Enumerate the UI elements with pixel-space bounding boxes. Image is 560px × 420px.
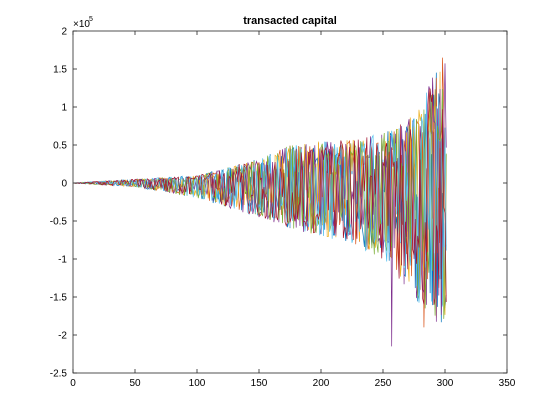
y-tick-label: 0.5 [53,141,67,152]
series-layer [74,57,447,347]
y-tick-label: -2.5 [50,369,68,380]
y-tick-label: -1 [58,255,67,266]
y-tick-label: 0 [61,179,67,190]
x-axis-ticks: 0 50 100 150 200 250 300 350 [70,31,516,389]
y-tick-label: -1.5 [50,293,68,304]
x-tick-label: 100 [189,378,206,389]
series-line-7 [74,88,447,305]
y-multiplier-base: ×10 [73,19,90,30]
series-line-5 [74,89,447,319]
y-tick-label: 1.5 [53,65,67,76]
x-tick-label: 50 [129,378,141,389]
x-tick-label: 0 [70,378,76,389]
x-tick-label: 250 [375,378,392,389]
x-tick-label: 350 [499,378,516,389]
axes-box [72,30,508,374]
y-tick-label: -2 [58,331,67,342]
y-tick-label: -0.5 [50,217,68,228]
y-axis-ticks: -2.5 -2 -1.5 -1 -0.5 0 0.5 1 1.5 2 [50,27,507,380]
series-line-6 [74,92,447,307]
x-tick-label: 200 [313,378,330,389]
y-tick-label: 2 [61,27,67,38]
x-tick-label: 300 [437,378,454,389]
y-tick-label: 1 [61,103,67,114]
x-tick-label: 150 [251,378,268,389]
chart-title: transacted capital [243,15,337,27]
y-multiplier-exponent: 5 [89,16,93,23]
